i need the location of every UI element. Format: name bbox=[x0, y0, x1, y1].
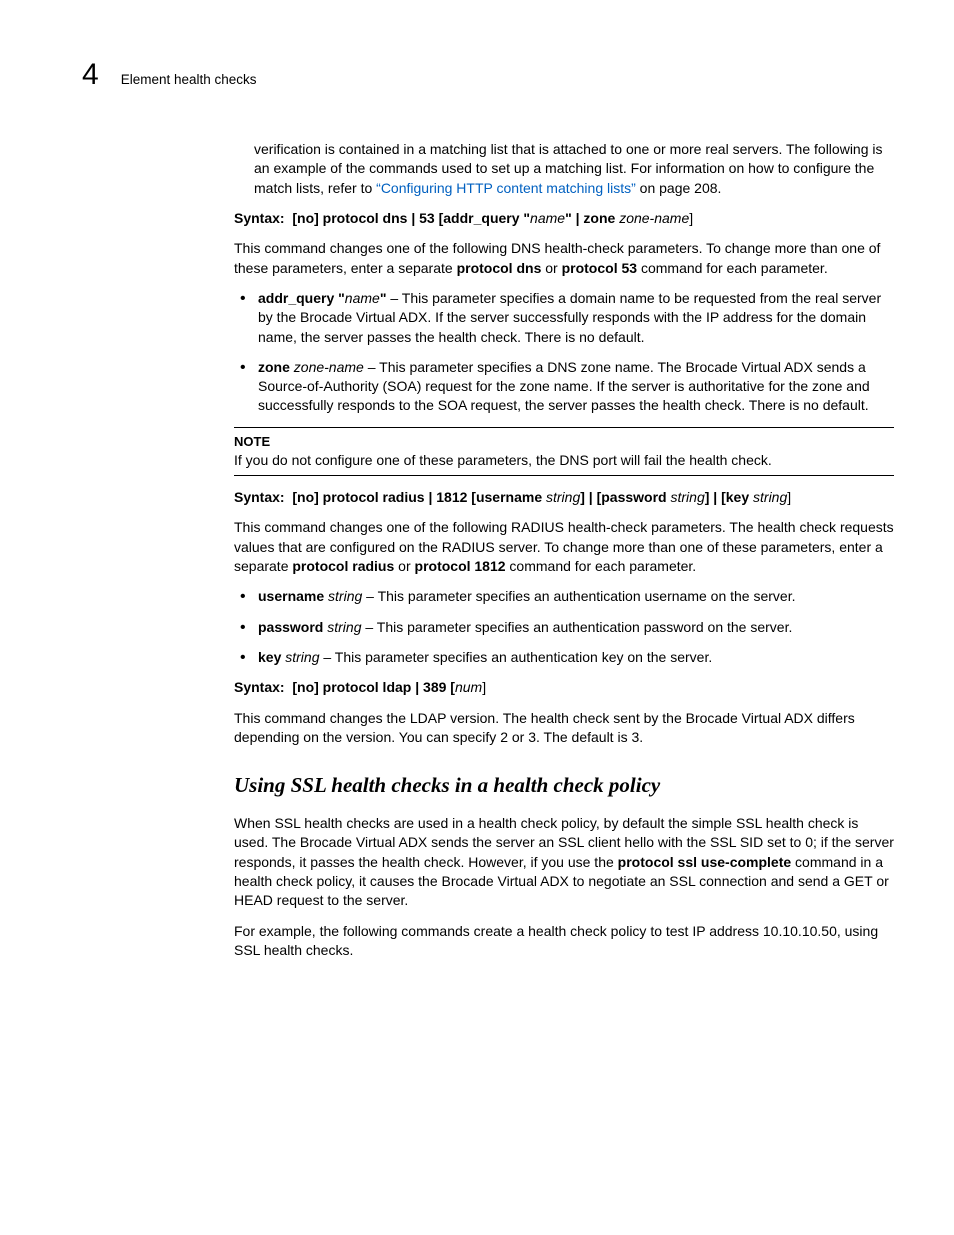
text: or bbox=[394, 558, 414, 574]
ssl-paragraph-1: When SSL health checks are used in a hea… bbox=[234, 814, 894, 911]
chapter-number: 4 bbox=[82, 58, 99, 92]
list-item: addr_query "name" – This parameter speci… bbox=[234, 289, 894, 347]
page-header: 4 Element health checks bbox=[82, 58, 894, 92]
param-desc: – This parameter specifies an authentica… bbox=[361, 619, 792, 635]
syntax-arg: string bbox=[546, 489, 580, 505]
list-item: key string – This parameter specifies an… bbox=[234, 648, 894, 667]
text: command for each parameter. bbox=[637, 260, 828, 276]
note-text: If you do not configure one of these par… bbox=[234, 451, 894, 470]
syntax-text: [no] protocol radius | 1812 [username bbox=[292, 489, 546, 505]
ssl-paragraph-2: For example, the following commands crea… bbox=[234, 922, 894, 961]
param-name: zone bbox=[258, 359, 294, 375]
syntax-label: Syntax: bbox=[234, 679, 285, 695]
syntax-dns: Syntax: [no] protocol dns | 53 [addr_que… bbox=[234, 209, 894, 228]
param-arg: name bbox=[345, 290, 380, 306]
body-content: verification is contained in a matching … bbox=[254, 140, 894, 971]
param-desc: – This parameter specifies an authentica… bbox=[362, 588, 795, 604]
config-link[interactable]: “Configuring HTTP content matching lists… bbox=[376, 180, 636, 196]
text: command for each parameter. bbox=[506, 558, 697, 574]
syntax-text: ] bbox=[787, 489, 791, 505]
list-item: username string – This parameter specifi… bbox=[234, 587, 894, 606]
syntax-text: ] bbox=[482, 679, 486, 695]
cmd: protocol 1812 bbox=[415, 558, 506, 574]
syntax-text: ] | [key bbox=[705, 489, 753, 505]
dns-bullets: addr_query "name" – This parameter speci… bbox=[234, 289, 894, 416]
syntax-radius: Syntax: [no] protocol radius | 1812 [use… bbox=[234, 488, 894, 507]
intro-post: on page 208. bbox=[636, 180, 722, 196]
syntax-arg: num bbox=[455, 679, 482, 695]
param-desc: – This parameter specifies an authentica… bbox=[319, 649, 712, 665]
list-item: password string – This parameter specifi… bbox=[234, 618, 894, 637]
syntax-text: " | zone bbox=[565, 210, 619, 226]
syntax-text: ] bbox=[689, 210, 693, 226]
syntax-arg: string bbox=[753, 489, 787, 505]
param-arg: string bbox=[328, 588, 362, 604]
syntax-ldap: Syntax: [no] protocol ldap | 389 [num] bbox=[234, 678, 894, 697]
param-name: addr_query " bbox=[258, 290, 345, 306]
running-head: Element health checks bbox=[121, 72, 257, 87]
param-arg: zone-name bbox=[294, 359, 364, 375]
radius-description: This command changes one of the followin… bbox=[234, 518, 894, 576]
dns-description: This command changes one of the followin… bbox=[234, 239, 894, 278]
param-arg: string bbox=[327, 619, 361, 635]
cmd: protocol 53 bbox=[562, 260, 637, 276]
syntax-text: ] | [password bbox=[580, 489, 670, 505]
note-block: NOTE If you do not configure one of thes… bbox=[234, 427, 894, 476]
text: or bbox=[541, 260, 561, 276]
syntax-arg: string bbox=[671, 489, 705, 505]
param-name: key bbox=[258, 649, 285, 665]
intro-paragraph: verification is contained in a matching … bbox=[254, 140, 894, 198]
note-title: NOTE bbox=[234, 433, 894, 451]
section-heading: Using SSL health checks in a health chec… bbox=[234, 771, 894, 800]
syntax-arg: zone-name bbox=[619, 210, 689, 226]
param-name: username bbox=[258, 588, 328, 604]
cmd: protocol dns bbox=[457, 260, 542, 276]
syntax-label: Syntax: bbox=[234, 489, 285, 505]
page: 4 Element health checks verification is … bbox=[0, 0, 954, 1235]
radius-bullets: username string – This parameter specifi… bbox=[234, 587, 894, 667]
syntax-text: [no] protocol ldap | 389 [ bbox=[292, 679, 455, 695]
syntax-text: [no] protocol dns | 53 [addr_query " bbox=[292, 210, 530, 226]
ldap-description: This command changes the LDAP version. T… bbox=[234, 709, 894, 748]
syntax-label: Syntax: bbox=[234, 210, 285, 226]
param-arg: string bbox=[285, 649, 319, 665]
param-name: password bbox=[258, 619, 327, 635]
syntax-arg: name bbox=[530, 210, 565, 226]
cmd: protocol ssl use-complete bbox=[618, 854, 791, 870]
list-item: zone zone-name – This parameter specifie… bbox=[234, 358, 894, 416]
cmd: protocol radius bbox=[292, 558, 394, 574]
